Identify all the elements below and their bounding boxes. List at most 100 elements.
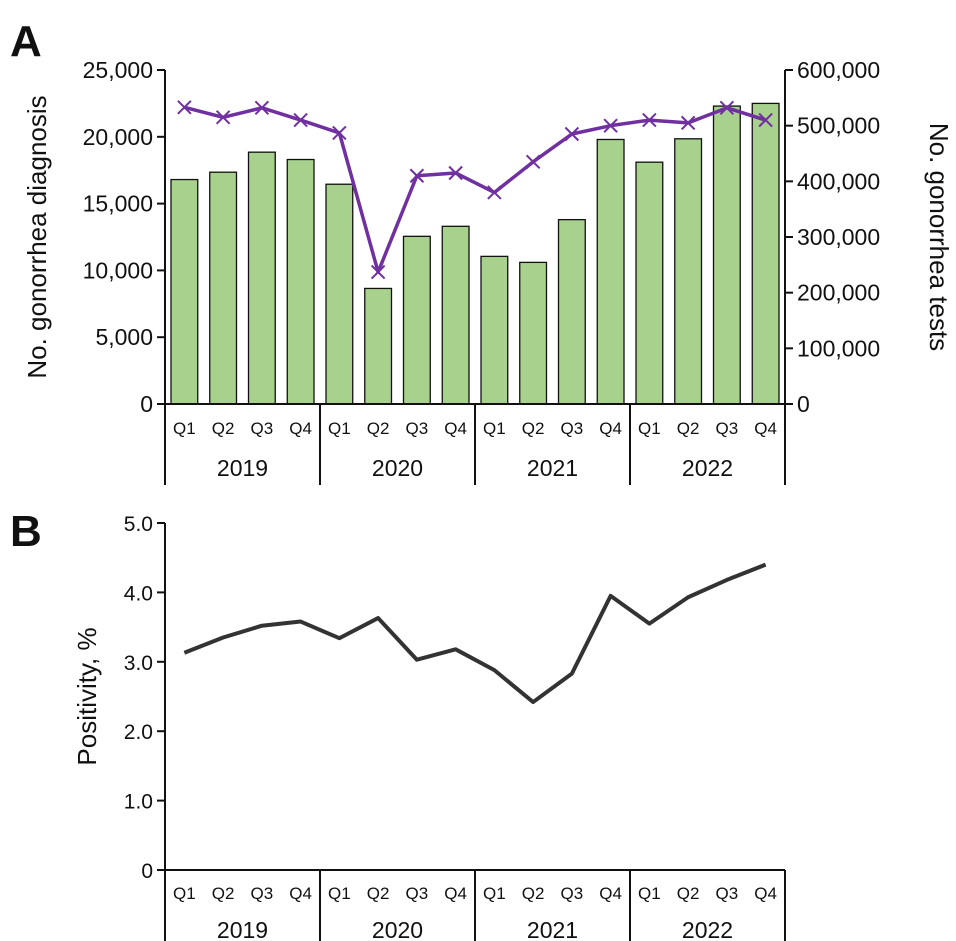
tests-marker-6: [409, 168, 425, 183]
b-quarter-label-5: Q2: [367, 884, 390, 903]
bar-0: [170, 178, 199, 405]
b-quarter-label-1: Q2: [212, 884, 235, 903]
b-quarter-label-14: Q3: [716, 884, 739, 903]
bar-15: [751, 102, 780, 405]
tests-marker-5: [370, 264, 386, 280]
left-tick-label-0: 0: [140, 391, 153, 417]
quarter-label-7: Q4: [444, 419, 467, 438]
b-quarter-label-9: Q2: [522, 884, 545, 903]
panel-b-label: B: [10, 507, 42, 556]
panel-a-label: A: [10, 17, 42, 66]
bar-3: [286, 158, 315, 405]
right-tick-label-0: 0: [797, 391, 810, 417]
quarter-label-10: Q3: [561, 419, 584, 438]
tests-line: [183, 105, 767, 274]
positivity-line: [183, 562, 767, 705]
left-axis-title: No. gonorrhea diagnosis: [22, 95, 52, 378]
panel-b-chart: 0 1.0 2.0 3.0 4.0 5.0 Q1 Q2 Q3 Q4 Q1 Q2 Q3 Q4 Q1 Q2 Q3 Q4…: [72, 513, 786, 941]
b-tick-label-1: 1.0: [124, 791, 153, 814]
b-year-label-2: 2021: [527, 917, 578, 941]
bar-6: [402, 235, 431, 405]
quarter-label-4: Q1: [328, 419, 351, 438]
right-axis-title: No. gonorrhea tests: [924, 123, 954, 351]
left-tick-label-2: 10,000: [83, 257, 153, 283]
tests-marker-10: [564, 126, 580, 142]
b-tick-label-4: 4.0: [124, 582, 153, 605]
bar-7: [441, 225, 470, 405]
quarter-label-13: Q2: [677, 419, 700, 438]
tests-marker-1: [215, 110, 231, 125]
tests-marker-15: [758, 112, 773, 128]
quarter-label-1: Q2: [212, 419, 235, 438]
year-label-1: 2020: [372, 455, 423, 481]
quarter-label-11: Q4: [599, 419, 622, 438]
b-tick-label-3: 3.0: [124, 652, 153, 675]
bar-4: [325, 183, 354, 405]
year-label-0: 2019: [217, 455, 268, 481]
tests-marker-9: [525, 154, 541, 170]
tests-marker-3: [293, 112, 308, 128]
b-quarter-label-7: Q4: [444, 884, 467, 903]
right-tick-label-4: 400,000: [797, 168, 880, 194]
bar-1: [209, 171, 238, 405]
quarter-label-5: Q2: [367, 419, 390, 438]
quarter-label-8: Q1: [483, 419, 506, 438]
left-tick-label-4: 20,000: [83, 124, 153, 150]
b-quarter-label-15: Q4: [754, 884, 777, 903]
b-quarter-label-12: Q1: [638, 884, 661, 903]
right-tick-label-1: 100,000: [797, 335, 880, 361]
quarter-label-12: Q1: [638, 419, 661, 438]
b-quarter-label-8: Q1: [483, 884, 506, 903]
b-quarter-label-2: Q3: [251, 884, 274, 903]
bar-2: [247, 151, 276, 405]
year-label-3: 2022: [682, 455, 733, 481]
left-tick-label-1: 5,000: [95, 324, 153, 350]
b-quarter-label-6: Q3: [406, 884, 429, 903]
b-tick-label-2: 2.0: [124, 721, 153, 744]
bar-5: [364, 287, 393, 405]
bar-13: [674, 138, 703, 405]
bar-10: [557, 218, 586, 405]
b-year-label-1: 2020: [372, 917, 423, 941]
panel-a-chart: 0 5,000 10,000 15,000 20,000 25,000 0 100,000 20…: [22, 57, 954, 485]
bar-11: [596, 138, 625, 405]
tests-marker-4: [332, 125, 347, 141]
quarter-label-9: Q2: [522, 419, 545, 438]
bar-9: [519, 261, 548, 405]
bar-8: [480, 255, 509, 405]
b-year-label-0: 2019: [217, 917, 268, 941]
left-tick-label-5: 25,000: [83, 57, 153, 83]
b-quarter-label-4: Q1: [328, 884, 351, 903]
tests-marker-12: [642, 112, 657, 128]
right-tick-label-6: 600,000: [797, 57, 880, 83]
b-tick-label-5: 5.0: [124, 513, 153, 536]
quarter-label-3: Q4: [289, 419, 312, 438]
quarter-label-2: Q3: [251, 419, 274, 438]
tests-marker-14: [719, 100, 735, 116]
tests-marker-13: [680, 115, 696, 131]
right-tick-label-3: 300,000: [797, 224, 880, 250]
quarter-label-0: Q1: [173, 419, 196, 438]
year-label-2: 2021: [527, 455, 578, 481]
b-year-label-3: 2022: [682, 917, 733, 941]
quarter-label-6: Q3: [406, 419, 429, 438]
quarter-label-14: Q3: [716, 419, 739, 438]
b-quarter-label-10: Q3: [561, 884, 584, 903]
bar-14: [712, 105, 741, 405]
quarter-label-15: Q4: [754, 419, 777, 438]
tests-marker-7: [448, 165, 463, 181]
tests-marker-11: [603, 118, 618, 133]
b-quarter-label-3: Q4: [289, 884, 312, 903]
tests-marker-2: [254, 100, 270, 116]
b-quarter-label-13: Q2: [677, 884, 700, 903]
tests-marker-0: [177, 100, 192, 115]
bar-12: [635, 161, 664, 405]
right-tick-label-5: 500,000: [797, 113, 880, 139]
b-quarter-label-11: Q4: [599, 884, 622, 903]
left-tick-label-3: 15,000: [83, 191, 153, 217]
tests-marker-8: [487, 185, 502, 200]
right-tick-label-2: 200,000: [797, 280, 880, 306]
b-axis-title: Positivity, %: [72, 627, 102, 765]
b-tick-label-0: 0: [141, 860, 153, 883]
